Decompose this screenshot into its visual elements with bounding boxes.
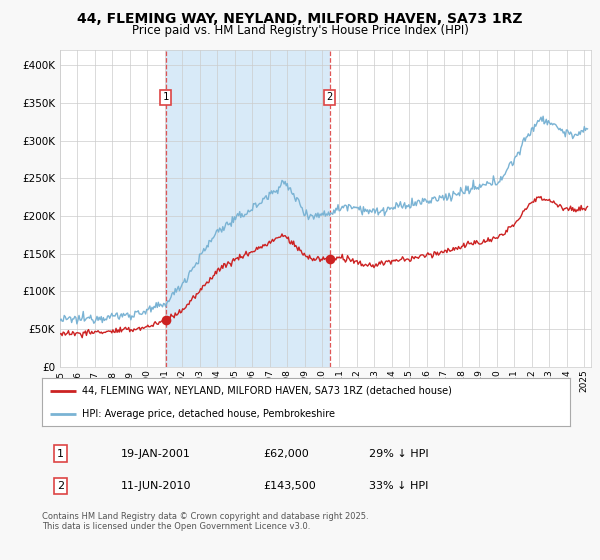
Text: 2: 2 bbox=[57, 481, 64, 491]
Text: 1: 1 bbox=[57, 449, 64, 459]
Text: 1: 1 bbox=[163, 92, 169, 102]
Text: 11-JUN-2010: 11-JUN-2010 bbox=[121, 481, 192, 491]
Text: HPI: Average price, detached house, Pembrokeshire: HPI: Average price, detached house, Pemb… bbox=[82, 409, 335, 419]
Text: 44, FLEMING WAY, NEYLAND, MILFORD HAVEN, SA73 1RZ: 44, FLEMING WAY, NEYLAND, MILFORD HAVEN,… bbox=[77, 12, 523, 26]
Text: Contains HM Land Registry data © Crown copyright and database right 2025.
This d: Contains HM Land Registry data © Crown c… bbox=[42, 512, 368, 531]
Text: 29% ↓ HPI: 29% ↓ HPI bbox=[370, 449, 429, 459]
Text: £62,000: £62,000 bbox=[264, 449, 310, 459]
Text: £143,500: £143,500 bbox=[264, 481, 317, 491]
Text: Price paid vs. HM Land Registry's House Price Index (HPI): Price paid vs. HM Land Registry's House … bbox=[131, 24, 469, 36]
Text: 19-JAN-2001: 19-JAN-2001 bbox=[121, 449, 191, 459]
Text: 44, FLEMING WAY, NEYLAND, MILFORD HAVEN, SA73 1RZ (detached house): 44, FLEMING WAY, NEYLAND, MILFORD HAVEN,… bbox=[82, 386, 451, 396]
Text: 2: 2 bbox=[326, 92, 333, 102]
Bar bbox=[166, 50, 329, 367]
Text: 33% ↓ HPI: 33% ↓ HPI bbox=[370, 481, 429, 491]
